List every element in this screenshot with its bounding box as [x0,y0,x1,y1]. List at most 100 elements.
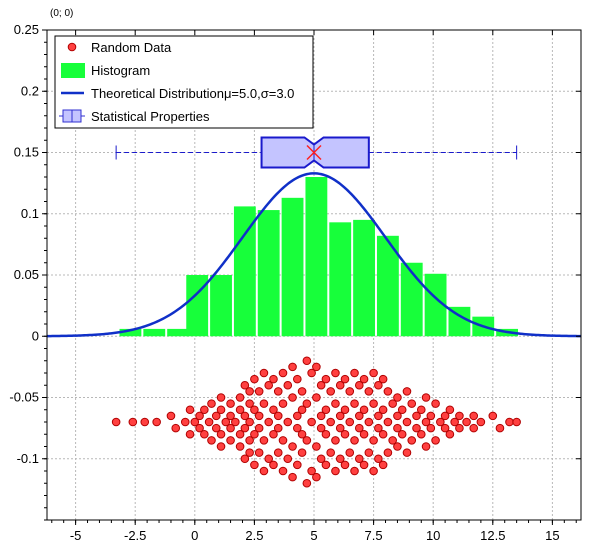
data-point [293,423,302,433]
data-point [421,417,431,427]
data-point [259,466,269,476]
data-point [278,466,288,476]
data-point [269,405,278,415]
data-point [195,423,204,433]
histogram-bar [400,262,423,337]
data-point [345,387,355,396]
data-point [412,411,421,421]
histogram-bar [186,275,209,337]
x-tick-label: 0 [191,528,198,543]
data-point [254,387,264,396]
x-tick-label: 7.5 [365,528,383,543]
y-tick-label: 0 [32,328,39,343]
data-point [190,417,200,427]
data-point [278,368,288,378]
histogram-bar [376,235,399,337]
data-point [364,448,374,457]
data-point [283,417,293,427]
data-point [416,405,426,415]
data-point [426,411,436,421]
data-point [445,429,455,439]
data-point [273,411,283,421]
data-point [469,423,479,433]
histogram-bar [281,197,304,337]
histogram-bar [119,328,142,337]
y-tick-label: 0.2 [21,83,39,98]
data-point [331,436,340,445]
data-point [235,442,245,451]
x-tick-label: 15 [545,528,559,543]
data-point [288,393,297,402]
data-point [469,411,479,421]
legend-symbol-rect [61,63,85,78]
data-point [335,423,345,433]
data-point [297,429,307,439]
data-point [431,399,440,408]
data-point [293,460,302,470]
data-point [226,399,235,408]
data-point [369,436,378,445]
data-point [307,466,316,476]
data-point [288,362,297,372]
data-point [397,429,407,439]
data-point [226,411,235,421]
data-point [378,405,388,415]
data-point [359,429,369,439]
data-point [302,399,312,408]
data-point [302,356,312,366]
data-point [316,411,326,421]
data-point [204,417,214,427]
data-point [302,436,312,445]
histogram-bar [257,210,280,337]
x-tick-label: 2.5 [245,528,263,543]
data-point [235,429,245,439]
data-point [250,374,259,384]
data-point [388,399,397,408]
data-point [402,417,412,427]
data-point [462,417,471,427]
y-tick-label: -0.05 [9,390,39,405]
data-point [512,417,521,427]
data-point [421,393,431,402]
data-point [340,429,350,439]
data-point [293,411,302,421]
data-point [278,436,288,445]
data-point [245,387,254,396]
data-point [250,405,259,415]
data-point [455,411,464,421]
data-point [216,393,226,402]
random-data-points [111,356,521,488]
histogram-bar [448,306,471,337]
data-point [312,362,321,372]
legend-label: Histogram [91,63,150,78]
y-tick-label: 0.25 [14,22,39,37]
x-tick-label: 5 [310,528,317,543]
data-point [354,454,364,464]
histogram-bar [305,177,328,337]
data-point [240,423,250,433]
data-point [269,429,278,439]
y-tick-label: 0.1 [21,206,39,221]
data-point [393,393,402,402]
data-point [378,374,388,384]
data-point [359,405,369,415]
data-point [245,417,254,427]
data-point [388,436,397,445]
data-point [140,417,150,427]
data-point [374,411,383,421]
data-point [264,417,274,427]
legend-label: Statistical Properties [91,109,210,124]
histogram-bar [210,275,232,337]
data-point [364,417,374,427]
data-point [340,374,350,384]
data-point [316,454,326,464]
data-point [240,454,250,464]
histogram-bar [329,222,352,337]
data-point [254,411,264,421]
data-point [340,460,350,470]
data-point [354,411,364,421]
data-point [440,423,450,433]
data-point [476,417,486,427]
y-tick-label: 0.05 [14,267,39,282]
data-point [402,387,412,396]
